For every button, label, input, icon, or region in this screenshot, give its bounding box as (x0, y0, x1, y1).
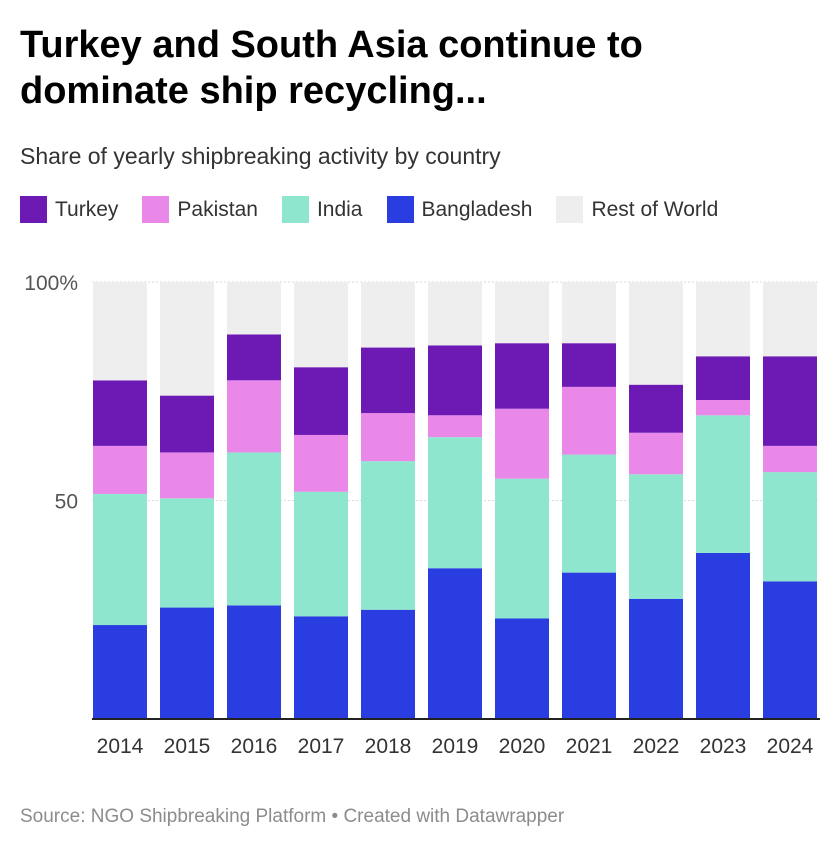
bar-2022-india (629, 474, 683, 599)
legend-label-bangladesh: Bangladesh (421, 197, 533, 221)
bar-2023-india (696, 415, 750, 553)
y-tick-label-100: 100% (24, 272, 78, 295)
bar-2017-india (294, 491, 348, 617)
bar-2016-india (227, 452, 281, 606)
y-tick-label-50: 50 (55, 491, 78, 514)
bar-2017-pakistan (294, 434, 348, 492)
bar-2019-bangladesh (428, 568, 482, 719)
legend-swatch-turkey (20, 196, 47, 223)
bar-2020-rest-of-world (495, 282, 549, 344)
legend-item-bangladesh[interactable]: Bangladesh (386, 196, 533, 223)
bar-2024-rest-of-world (763, 282, 817, 357)
legend-item-india[interactable]: India (281, 196, 363, 223)
bar-2018-rest-of-world (361, 282, 415, 348)
legend-swatch-bangladesh (386, 196, 414, 223)
bar-2015-turkey (160, 395, 214, 453)
x-tick-label-2016: 2016 (231, 735, 278, 758)
bar-2018-pakistan (361, 413, 415, 462)
bar-2015-pakistan (160, 452, 214, 499)
legend-label-turkey: Turkey (55, 197, 119, 221)
bar-2022-turkey (629, 384, 683, 433)
bar-2023-pakistan (696, 399, 750, 416)
bar-2022-bangladesh (629, 598, 683, 719)
bar-2019-rest-of-world (428, 282, 482, 346)
bar-2021-india (562, 454, 616, 573)
x-tick-label-2023: 2023 (700, 735, 747, 758)
bar-2016-turkey (227, 334, 281, 381)
bar-2021-rest-of-world (562, 282, 616, 344)
legend-item-pakistan[interactable]: Pakistan (142, 196, 258, 223)
bar-2024-india (763, 472, 817, 582)
bar-2021-bangladesh (562, 572, 616, 719)
stacked-bar-chart: 100% 50 2014 2015 2016 2017 2018 2019 2020 2021 20… (24, 272, 820, 758)
bar-2024-turkey (763, 356, 817, 446)
legend-label-rest-of-world: Rest of World (591, 197, 719, 221)
bar-2018-turkey (361, 347, 415, 414)
x-tick-label-2020: 2020 (499, 735, 546, 758)
bar-2015-india (160, 498, 214, 608)
x-tick-label-2015: 2015 (164, 735, 211, 758)
bar-2014-turkey (93, 380, 147, 446)
chart-subtitle: Share of yearly shipbreaking activity by… (20, 143, 501, 169)
legend: Turkey Pakistan India Bangladesh Rest of… (20, 196, 742, 223)
x-tick-label-2019: 2019 (432, 735, 479, 758)
bar-2014-pakistan (93, 445, 147, 494)
chart-title: Turkey and South Asia continue to domina… (20, 24, 643, 112)
legend-swatch-rest-of-world (556, 196, 584, 223)
bar-2019-india (428, 437, 482, 569)
x-tick-label-2014: 2014 (97, 735, 144, 758)
bar-2017-turkey (294, 367, 348, 435)
legend-item-rest-of-world[interactable]: Rest of World (556, 196, 718, 223)
bar-2023-turkey (696, 356, 750, 400)
bar-2017-bangladesh (294, 616, 348, 719)
chart-footer: Source: NGO Shipbreaking Platform • Crea… (20, 806, 565, 827)
bar-2023-rest-of-world (696, 282, 750, 357)
x-tick-label-2018: 2018 (365, 735, 412, 758)
bar-2017-rest-of-world (294, 282, 348, 368)
bar-2024-bangladesh (763, 581, 817, 719)
bar-2024-pakistan (763, 445, 817, 473)
bar-2023-bangladesh (696, 552, 750, 719)
bar-2016-rest-of-world (227, 282, 281, 335)
bar-2020-pakistan (495, 408, 549, 479)
legend-item-turkey[interactable]: Turkey (20, 196, 118, 223)
bar-2018-bangladesh (361, 609, 415, 719)
x-tick-label-2017: 2017 (298, 735, 345, 758)
bar-2018-india (361, 461, 415, 610)
x-tick-label-2024: 2024 (767, 735, 814, 758)
legend-swatch-india (281, 196, 309, 223)
x-tick-label-2021: 2021 (566, 735, 613, 758)
bar-2014-rest-of-world (93, 282, 147, 381)
bar-2015-bangladesh (160, 607, 214, 719)
bar-2022-pakistan (629, 432, 683, 475)
bar-2022-rest-of-world (629, 282, 683, 385)
bar-2015-rest-of-world (160, 282, 214, 396)
bar-2016-pakistan (227, 380, 281, 453)
bar-2019-turkey (428, 345, 482, 416)
bar-2014-india (93, 493, 147, 626)
legend-label-india: India (316, 197, 363, 221)
bar-2021-turkey (562, 343, 616, 387)
bar-2020-india (495, 478, 549, 619)
legend-swatch-pakistan (142, 196, 170, 223)
bar-2014-bangladesh (93, 625, 147, 719)
legend-label-pakistan: Pakistan (177, 197, 258, 221)
bar-2019-pakistan (428, 415, 482, 438)
bar-2020-turkey (495, 343, 549, 409)
bar-2021-pakistan (562, 386, 616, 455)
bar-2016-bangladesh (227, 605, 281, 719)
bar-2020-bangladesh (495, 618, 549, 719)
x-tick-label-2022: 2022 (633, 735, 680, 758)
